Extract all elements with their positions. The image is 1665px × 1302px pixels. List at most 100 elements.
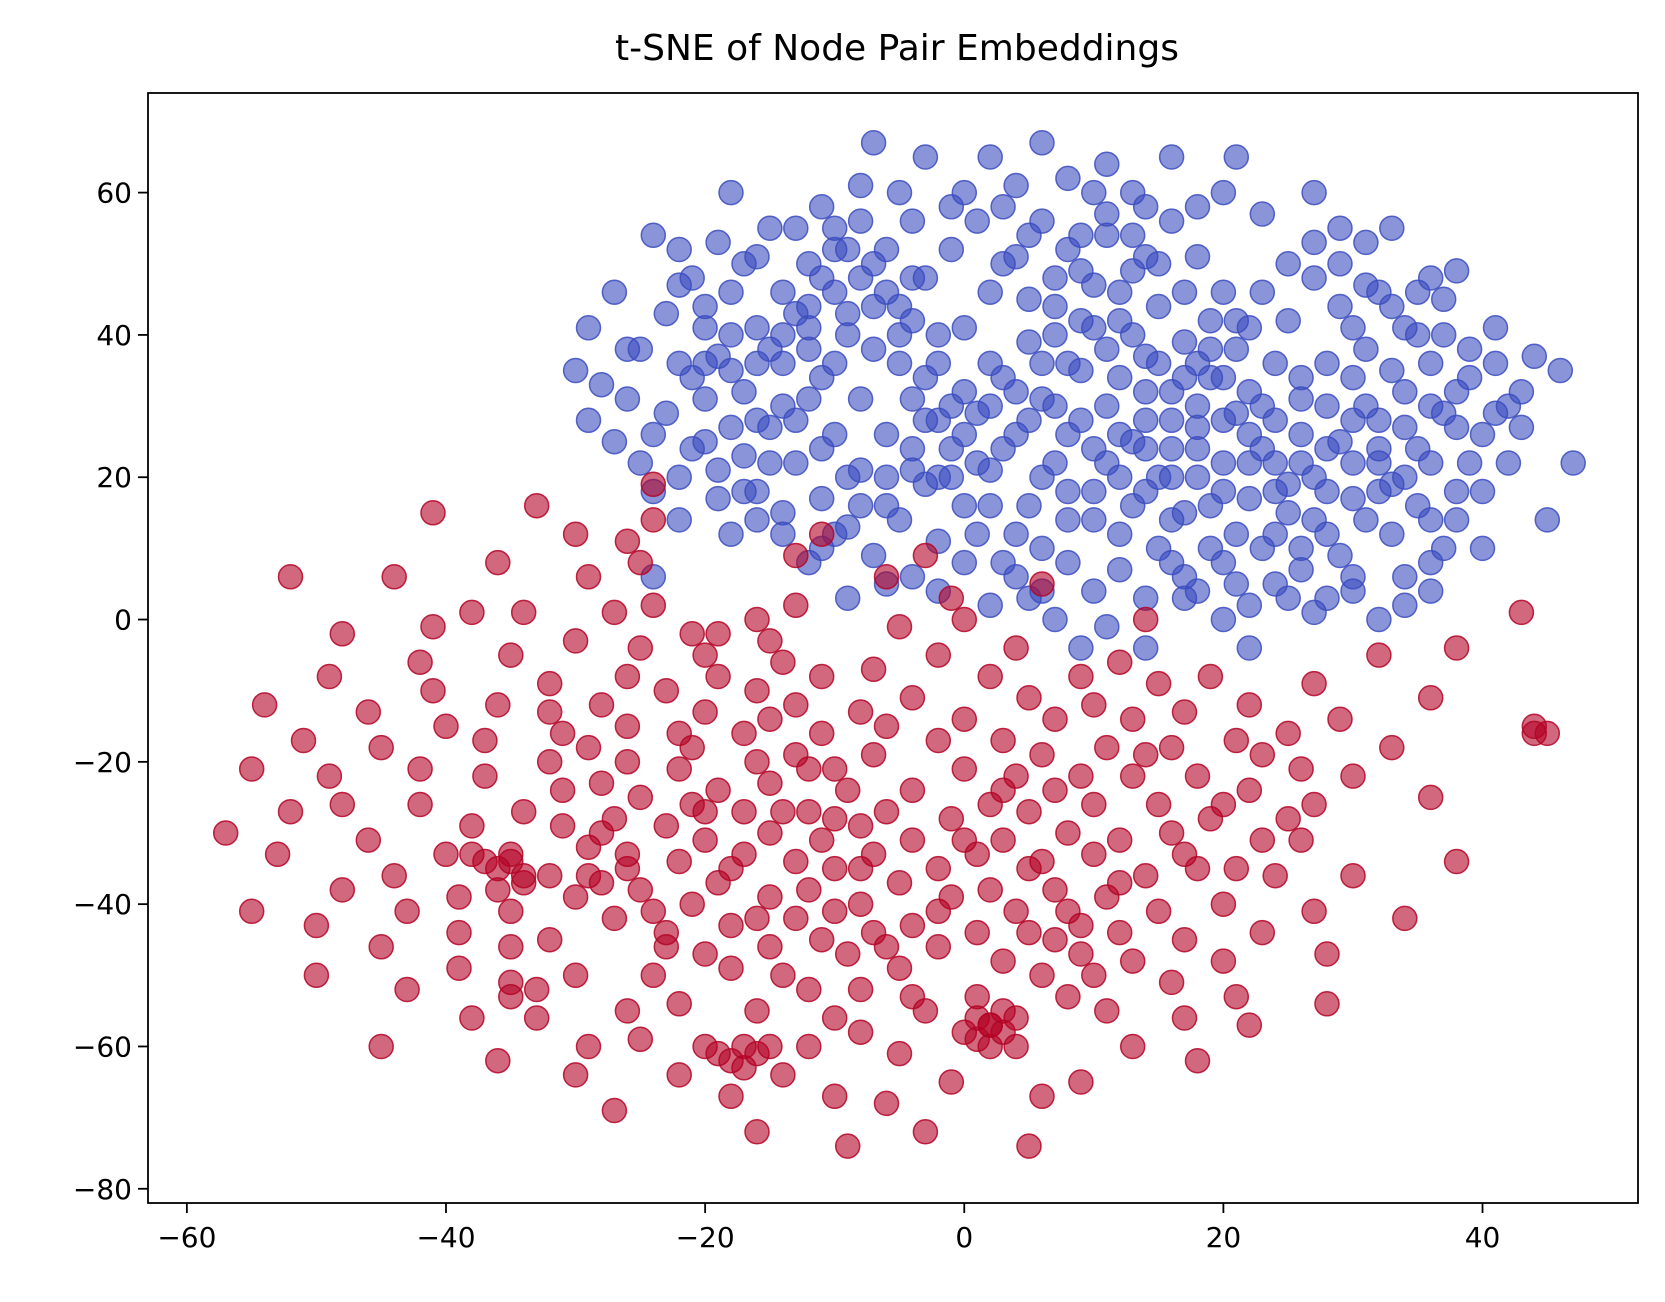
scatter-point-s1-23 [394,976,420,1003]
scatter-point-s0-340 [731,478,757,505]
scatter-point-s0-128 [951,492,978,519]
scatter-point-s1-3 [251,692,278,718]
scatter-point-s0-26 [1081,179,1107,206]
scatter-point-s1-254 [1223,855,1250,882]
scatter-point-s0-171 [938,236,965,263]
scatter-point-s1-274 [1379,734,1405,761]
scatter-point-s1-116 [731,798,757,825]
scatter-point-s1-76 [601,1097,628,1124]
scatter-point-s1-205 [1029,1083,1055,1110]
scatter-point-s1-43 [498,642,524,668]
scatter-point-s1-252 [1223,727,1250,754]
scatter-point-s1-30 [433,713,459,740]
scatter-point-s0-20 [912,144,939,170]
scatter-point-s1-42 [485,692,511,718]
scatter-point-s1-207 [1029,962,1055,989]
scatter-point-s0-334 [886,322,913,348]
scatter-point-s1-28 [420,500,446,526]
scatter-point-s0-146 [951,315,978,341]
scatter-point-s0-222 [1106,364,1133,391]
scatter-point-s1-179 [925,934,952,960]
scatter-point-s0-377 [847,265,874,291]
scatter-point-s1-244 [1171,1005,1198,1031]
scatter-point-s1-216 [1068,663,1094,690]
scatter-point-s1-80 [614,749,641,775]
scatter-point-s0-160 [1314,521,1340,547]
scatter-point-s1-182 [938,1069,965,1095]
scatter-point-s0-83 [860,542,887,569]
scatter-point-s1-227 [1106,649,1133,675]
scatter-point-s0-345 [1132,436,1159,462]
scatter-point-s0-297 [899,436,926,462]
scatter-point-s1-323 [1068,912,1094,939]
scatter-point-s1-119 [744,677,770,704]
scatter-point-s1-191 [977,877,1003,903]
scatter-point-s1-331 [808,521,835,547]
scatter-point-s0-284 [1236,592,1263,619]
scatter-point-s0-227 [1055,507,1081,533]
scatter-point-s1-226 [1094,998,1120,1024]
scatter-point-s0-78 [731,379,757,405]
scatter-point-s1-65 [562,521,589,547]
scatter-point-s0-304 [718,357,744,384]
scatter-point-s1-247 [1184,1047,1211,1074]
scatter-point-s1-175 [912,542,939,569]
scatter-point-s1-319 [925,898,952,925]
scatter-point-s1-86 [627,1026,654,1053]
scatter-point-s0-243 [640,421,667,448]
scatter-point-s1-183 [951,706,978,732]
scatter-point-s1-261 [1275,720,1301,747]
scatter-point-s1-311 [718,855,744,882]
scatter-point-s1-201 [1016,798,1042,825]
scatter-point-s0-118 [1210,279,1237,305]
scatter-point-s1-329 [938,585,965,611]
scatter-point-s0-69 [770,500,796,526]
scatter-point-s0-166 [718,414,744,441]
scatter-point-s0-293 [1003,521,1029,547]
scatter-point-s1-187 [964,919,990,946]
scatter-point-s1-286 [510,862,537,889]
scatter-point-s0-338 [783,407,809,434]
scatter-point-s1-180 [938,806,965,832]
scatter-point-s0-261 [1171,279,1198,305]
scatter-point-s0-271 [1430,322,1457,348]
scatter-point-s0-317 [1366,407,1392,434]
scatter-point-s1-283 [1521,720,1548,747]
scatter-point-s0-7 [575,315,602,341]
scatter-point-s0-95 [1171,329,1198,355]
scatter-point-s0-355 [1392,464,1418,490]
scatter-point-s1-265 [1301,670,1327,697]
scatter-point-s0-174 [1016,286,1042,313]
scatter-point-s0-363 [1132,379,1159,405]
scatter-point-s1-1 [238,898,265,925]
scatter-point-s1-332 [783,542,809,569]
scatter-point-s0-272 [1456,336,1483,362]
scatter-point-s1-289 [485,877,511,903]
scatter-point-s0-370 [1314,478,1340,505]
scatter-point-s1-157 [847,1019,874,1045]
scatter-point-s1-230 [1119,706,1146,732]
scatter-point-s0-254 [990,194,1016,220]
scatter-point-s1-48 [498,983,524,1010]
scatter-point-s1-22 [394,898,420,925]
scatter-point-s1-195 [990,948,1016,974]
scatter-point-s0-359 [1029,464,1055,490]
scatter-point-s1-99 [679,621,705,647]
scatter-point-s1-36 [459,1005,485,1031]
scatter-point-s0-276 [1469,421,1496,448]
scatter-point-s1-0 [212,820,239,846]
scatter-point-s0-242 [666,464,692,490]
scatter-point-s0-342 [1055,421,1081,448]
scatter-point-s1-115 [731,720,757,747]
scatter-point-s1-155 [847,891,874,917]
scatter-point-s1-315 [821,806,848,832]
scatter-point-s0-32 [1223,144,1250,170]
scatter-point-s0-75 [588,371,615,398]
scatter-point-s1-11 [316,763,343,789]
scatter-point-s1-174 [912,1119,939,1145]
scatter-point-s0-144 [899,386,926,412]
scatter-point-s0-10 [640,222,667,249]
scatter-point-s1-95 [666,756,692,782]
scatter-point-s1-328 [1249,741,1276,768]
scatter-point-s0-59 [1094,613,1120,640]
